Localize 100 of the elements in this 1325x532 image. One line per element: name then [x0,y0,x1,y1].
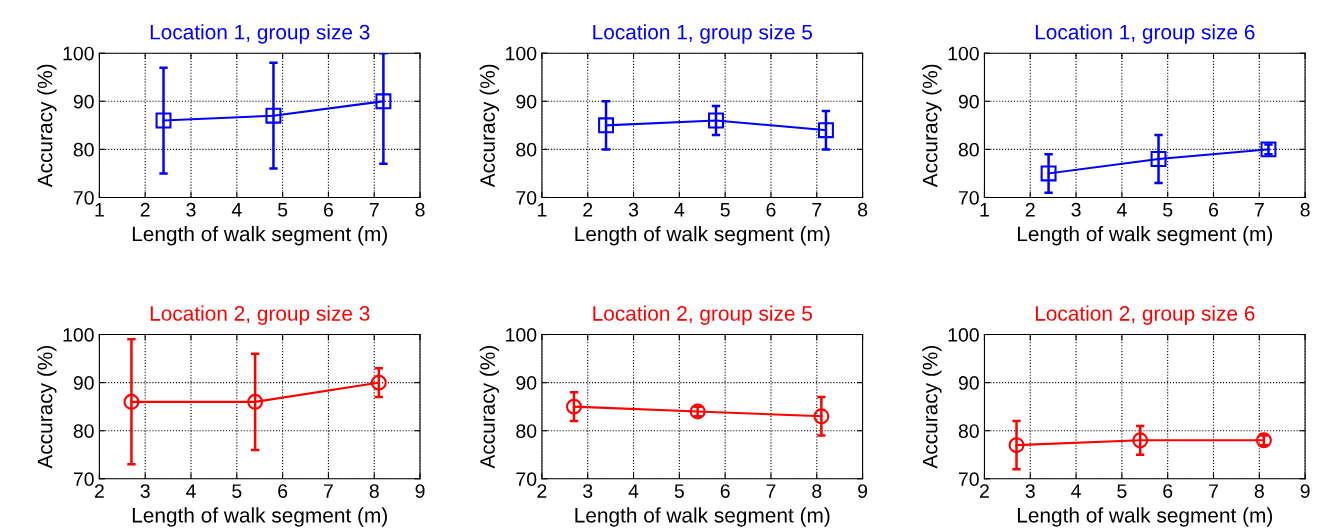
point [1150,151,1167,167]
x-tick-label: 8 [812,484,822,498]
x-tick-label: 8 [1300,202,1310,217]
y-tick-label: 100 [506,46,537,61]
x-tick-label: 1 [980,203,989,217]
x-tick-label: 5 [720,203,730,217]
point [565,398,582,415]
x-tick-label: 3 [186,202,196,217]
y-tick-label: 80 [73,424,94,438]
x-tick-label: 6 [766,202,776,217]
x-tick-label: 4 [1071,484,1081,498]
y-tick-label: 90 [516,376,537,390]
x-tick-label: 6 [1209,202,1219,217]
y-tick-label: 100 [63,328,94,342]
x-tick-label: 7 [369,203,379,217]
x-tick-label: 7 [766,484,776,498]
x-tick-label: 5 [1117,484,1127,498]
y-axis-title: Accuracy (%) [479,346,500,469]
point [1040,165,1057,182]
x-axis-title: Length of walk segment (m) [575,507,830,527]
x-tick-label: 9 [858,484,868,498]
y-tick-label: 90 [958,376,979,390]
x-tick-label: 5 [277,203,288,217]
y-tick-label: 100 [506,328,537,342]
y-tick-label: 90 [958,94,979,109]
point [813,408,830,425]
x-axis-title: Length of walk segment (m) [132,507,387,527]
y-tick-label: 100 [948,328,979,342]
y-axis-title: Accuracy (%) [922,346,942,469]
y-tick-label: 90 [516,94,537,109]
y-tick-label: 90 [73,376,94,390]
y-axis-title: Accuracy (%) [479,64,500,188]
point [708,112,724,129]
y-tick-label: 80 [958,142,979,157]
x-tick-label: 3 [1071,202,1081,217]
y-tick-label: 80 [516,142,537,157]
x-tick-label: 8 [858,202,868,217]
y-axis-title: Accuracy (%) [37,64,57,188]
x-tick-label: 4 [186,484,196,498]
y-tick-label: 70 [516,472,537,487]
point [817,122,834,139]
chart-title: Location 1, group size 3 [150,24,370,44]
chart-title: Location 2, group size 3 [150,305,370,325]
chart-title: Location 2, group size 6 [1035,305,1255,325]
x-tick-label: 5 [674,484,684,498]
x-tick-label: 7 [1254,203,1264,217]
y-tick-label: 70 [516,190,537,205]
x-tick-label: 1 [537,203,547,217]
y-tick-label: 70 [73,190,94,205]
x-tick-label: 2 [94,484,104,498]
x-tick-label: 8 [1254,484,1264,498]
y-tick-label: 90 [73,94,94,109]
y-tick-label: 100 [948,46,979,61]
y-tick-label: 80 [516,424,537,438]
x-tick-label: 2 [583,202,593,217]
point [265,107,282,124]
x-tick-label: 7 [1209,484,1218,498]
x-tick-label: 3 [628,202,639,217]
y-tick-label: 70 [958,472,979,487]
x-tick-label: 1 [95,203,104,217]
x-tick-label: 2 [1025,202,1035,217]
x-tick-label: 2 [980,484,989,498]
x-tick-label: 4 [231,203,242,217]
x-axis-title: Length of walk segment (m) [575,226,830,246]
y-tick-label: 80 [958,424,979,438]
x-tick-label: 5 [232,484,242,498]
x-tick-label: 3 [583,484,593,498]
x-tick-label: 8 [415,202,425,217]
x-axis-title: Length of walk segment (m) [132,226,387,246]
x-tick-label: 4 [1116,203,1127,217]
x-tick-label: 2 [537,484,547,498]
chart-title: Location 2, group size 5 [593,305,812,325]
chart-title: Location 1, group size 6 [1035,24,1255,44]
point [375,93,392,110]
x-tick-label: 6 [278,484,288,498]
x-tick-label: 7 [324,484,333,498]
x-tick-label: 6 [1163,484,1173,498]
y-tick-label: 100 [63,46,94,61]
point [598,117,615,134]
x-tick-label: 9 [1300,484,1310,498]
x-tick-label: 5 [1163,203,1173,217]
x-tick-label: 4 [628,484,639,498]
y-tick-label: 70 [958,190,979,205]
x-axis-title: Length of walk segment (m) [1017,507,1273,527]
x-tick-label: 8 [369,484,379,498]
x-tick-label: 2 [140,202,150,217]
y-axis-title: Accuracy (%) [922,64,942,188]
x-tick-label: 7 [812,203,822,217]
x-tick-label: 6 [324,202,333,217]
point [155,112,172,129]
y-tick-label: 70 [73,472,94,487]
y-axis-title: Accuracy (%) [37,346,57,469]
x-tick-label: 6 [720,484,730,498]
y-tick-label: 80 [73,142,94,157]
x-tick-label: 3 [1025,484,1035,498]
x-axis-title: Length of walk segment (m) [1017,226,1273,246]
chart-title: Location 1, group size 5 [593,24,812,44]
x-tick-label: 9 [415,484,425,498]
x-tick-label: 3 [140,484,150,498]
x-tick-label: 4 [674,203,685,217]
